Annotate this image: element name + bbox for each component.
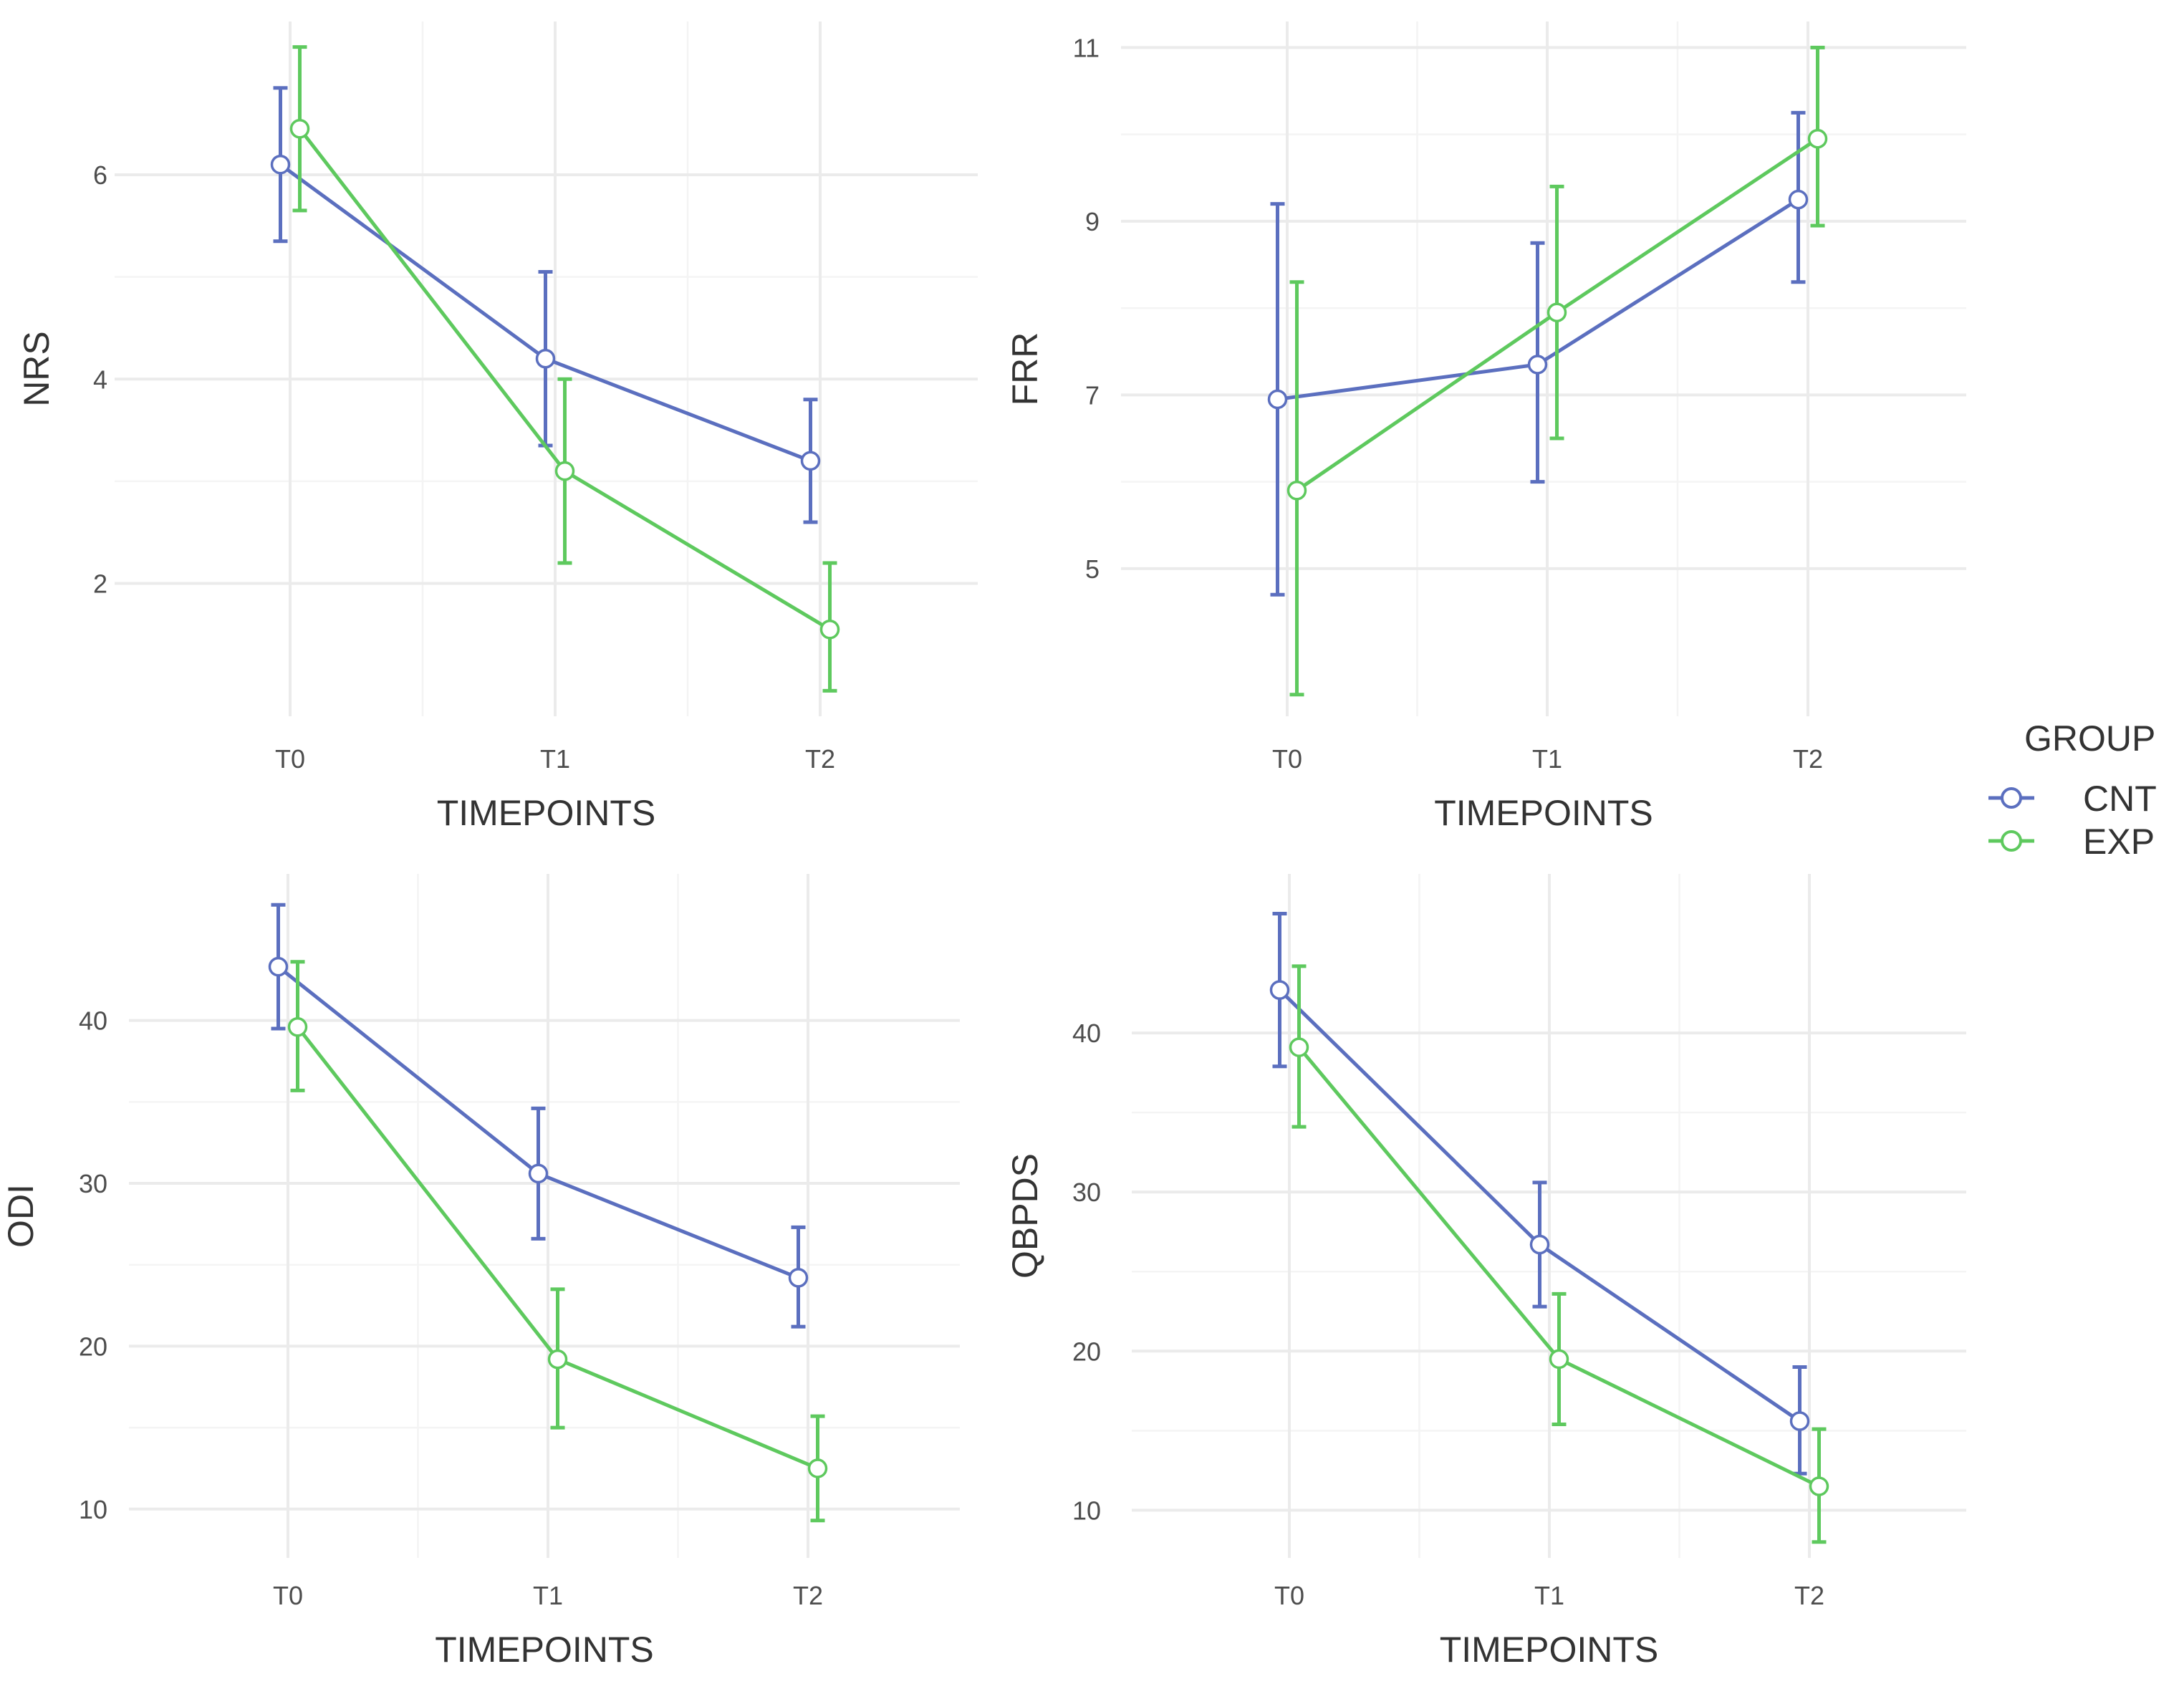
data-point [1269, 980, 1290, 1000]
y-tick-label: 10 [79, 1495, 107, 1524]
data-point [268, 956, 289, 977]
y-axis-title: QBPDS [1005, 1153, 1045, 1279]
x-tick-label: T2 [1793, 744, 1823, 774]
series-cnt [270, 86, 821, 524]
x-tick-label: T1 [533, 1581, 563, 1610]
y-tick-label: 7 [1085, 380, 1100, 410]
legend-title: GROUP [2024, 718, 2155, 759]
panel-nrs: 2 4 6 T0 T1 T2 TIMEPOINTS NRS [16, 21, 978, 833]
legend-label-cnt: CNT [2083, 779, 2157, 819]
data-point [800, 451, 821, 471]
legend-key-point-cnt [2001, 787, 2022, 809]
y-tick-label: 40 [79, 1006, 107, 1036]
x-axis-title: TIMEPOINTS [1434, 793, 1653, 833]
y-tick-label: 5 [1085, 554, 1100, 584]
y-axis-title: ODI [1, 1184, 41, 1248]
legend-label-exp: EXP [2083, 822, 2155, 862]
y-tick-label: 9 [1085, 207, 1100, 236]
legend-key-point-exp [2001, 830, 2022, 852]
series-exp [287, 960, 828, 1523]
x-tick-label: T0 [275, 744, 305, 774]
data-point [1289, 1037, 1309, 1057]
panel-qbpds: 10 20 30 40 T0 T1 T2 TIMEPOINTS QBPDS [1005, 874, 1966, 1670]
data-point [1809, 1476, 1829, 1496]
series-exp [289, 45, 840, 693]
data-point [819, 620, 840, 640]
y-tick-label: 2 [93, 569, 107, 599]
panel-odi: 10 20 30 40 T0 T1 T2 TIMEPOINTS ODI [1, 874, 960, 1670]
data-point [547, 1349, 568, 1370]
data-point [788, 1268, 809, 1288]
panels: 2 4 6 T0 T1 T2 TIMEPOINTS NRS 5 7 9 11 T0 T1 T2 TIMEPOI… [1, 21, 1966, 1670]
data-point [1807, 128, 1828, 149]
x-axis-title: TIMEPOINTS [437, 793, 656, 833]
data-point [528, 1163, 549, 1184]
y-tick-label: 20 [79, 1332, 107, 1361]
x-tick-label: T0 [273, 1581, 303, 1610]
data-point [807, 1458, 828, 1478]
x-axis-title: TIMEPOINTS [435, 1630, 654, 1670]
y-tick-label: 10 [1072, 1496, 1101, 1525]
legend: GROUP CNT EXP [1988, 718, 2157, 862]
x-tick-label: T0 [1274, 1581, 1304, 1610]
y-axis-title: NRS [16, 331, 57, 407]
y-tick-label: 20 [1072, 1337, 1101, 1366]
data-point [1286, 481, 1307, 501]
x-tick-label: T1 [1534, 1581, 1564, 1610]
series-exp [1289, 964, 1829, 1544]
series-cnt [1267, 110, 1809, 597]
data-point [1789, 1411, 1810, 1431]
series-cnt [268, 903, 809, 1329]
series-exp [1286, 45, 1828, 697]
data-point [287, 1016, 308, 1037]
data-point [1788, 189, 1809, 210]
y-axis-title: FRR [1005, 332, 1045, 406]
y-tick-label: 6 [93, 160, 107, 190]
data-point [554, 461, 575, 481]
data-point [1529, 1234, 1550, 1255]
x-tick-label: T2 [1794, 1581, 1824, 1610]
x-axis-title: TIMEPOINTS [1440, 1630, 1659, 1670]
y-tick-label: 30 [1072, 1178, 1101, 1207]
y-tick-label: 40 [1072, 1019, 1101, 1048]
x-tick-label: T2 [805, 744, 835, 774]
y-tick-label: 4 [93, 365, 107, 394]
legend-entry-exp: EXP [1988, 822, 2155, 862]
data-point [1546, 302, 1567, 322]
y-tick-label: 30 [79, 1169, 107, 1198]
panel-frr: 5 7 9 11 T0 T1 T2 TIMEPOINTS FRR [1005, 21, 1966, 833]
legend-entry-cnt: CNT [1988, 779, 2157, 819]
x-tick-label: T1 [540, 744, 570, 774]
x-tick-label: T0 [1272, 744, 1302, 774]
data-point [1267, 389, 1288, 410]
series-cnt [1269, 912, 1810, 1476]
x-tick-label: T1 [1532, 744, 1562, 774]
data-point [1527, 355, 1548, 375]
x-tick-label: T2 [793, 1581, 823, 1610]
data-point [1549, 1349, 1569, 1370]
data-point [289, 119, 310, 139]
y-tick-label: 11 [1073, 33, 1100, 62]
data-point [535, 348, 556, 369]
data-point [270, 154, 291, 175]
